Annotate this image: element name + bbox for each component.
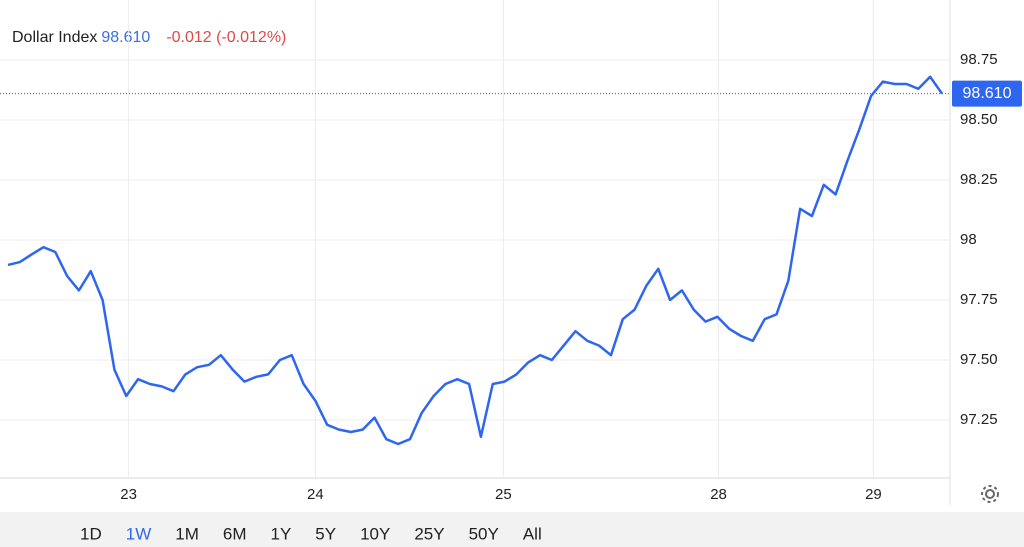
- range-button[interactable]: 1W: [126, 524, 152, 543]
- y-tick-label: 98.25: [960, 171, 998, 188]
- y-tick-label: 97.50: [960, 351, 998, 368]
- x-tick-label: 24: [307, 486, 324, 503]
- range-button[interactable]: 1M: [175, 524, 199, 543]
- x-tick-label: 28: [710, 486, 727, 503]
- y-tick-label: 97.25: [960, 411, 998, 428]
- range-button[interactable]: All: [523, 524, 542, 543]
- y-tick-label: 98.50: [960, 111, 998, 128]
- price-line: [7, 75, 944, 446]
- settings-icon[interactable]: [981, 485, 999, 503]
- x-tick-label: 25: [495, 486, 512, 503]
- range-button[interactable]: 25Y: [414, 524, 444, 543]
- range-button[interactable]: 5Y: [315, 524, 336, 543]
- range-button[interactable]: 6M: [223, 524, 247, 543]
- x-tick-label: 29: [865, 486, 882, 503]
- price-change: -0.012 (-0.012%): [166, 29, 286, 46]
- range-button[interactable]: 1Y: [270, 524, 291, 543]
- last-price: 98.610: [101, 29, 150, 46]
- range-button[interactable]: 10Y: [360, 524, 390, 543]
- last-price-label: 98.610: [963, 85, 1012, 102]
- chart-title: Dollar Index: [12, 29, 97, 46]
- y-tick-label: 98.75: [960, 51, 998, 68]
- y-tick-label: 98: [960, 231, 977, 248]
- range-button[interactable]: 1D: [80, 524, 102, 543]
- y-tick-label: 97.75: [960, 291, 998, 308]
- range-bar: [0, 512, 1024, 547]
- range-button[interactable]: 50Y: [469, 524, 499, 543]
- x-tick-label: 23: [120, 486, 137, 503]
- last-price-badge: [952, 80, 1022, 107]
